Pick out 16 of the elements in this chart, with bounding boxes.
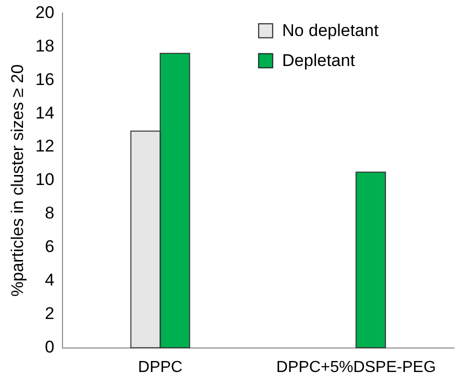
x-tick-label: DPPC+5%DSPE-PEG <box>276 358 436 376</box>
y-tick-label: 0 <box>44 337 54 356</box>
legend-label: Depletant <box>282 50 356 70</box>
y-tick-label: 6 <box>44 237 54 256</box>
y-tick-label: 2 <box>44 304 54 324</box>
y-tick-label: 20 <box>35 2 54 22</box>
y-tick-label: 8 <box>44 204 54 223</box>
x-tick-label: DPPC <box>138 358 182 376</box>
y-tick-label: 16 <box>35 70 54 89</box>
y-tick-label: 4 <box>44 270 54 290</box>
y-axis-title: %particles in cluster sizes ≥ 20 <box>8 64 27 297</box>
legend-label: No depletant <box>282 20 379 40</box>
y-tick-label: 18 <box>35 36 54 56</box>
y-tick-label: 12 <box>35 136 54 156</box>
y-tick-label: 10 <box>35 170 54 190</box>
y-tick-label: 14 <box>35 103 54 122</box>
